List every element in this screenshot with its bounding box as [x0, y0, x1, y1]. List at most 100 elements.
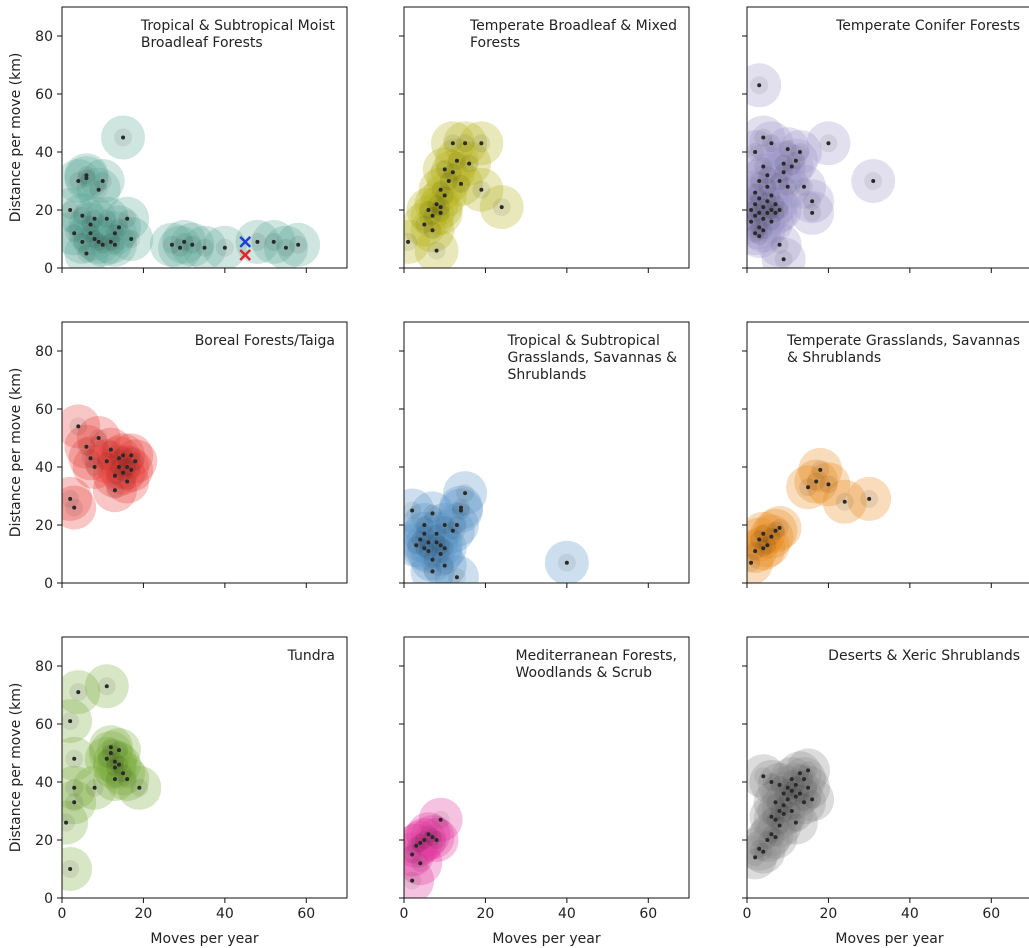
axes-frame	[61, 6, 348, 269]
data-point	[765, 543, 770, 548]
data-point	[810, 199, 815, 204]
data-point	[459, 181, 463, 186]
data-point	[769, 814, 774, 819]
data-point	[769, 832, 774, 837]
y-axis-label: Distance per move (km)	[8, 53, 24, 223]
data-point	[806, 768, 811, 773]
data-point	[108, 751, 113, 755]
data-point	[802, 777, 806, 782]
data-point	[773, 528, 778, 533]
plot-area	[62, 404, 158, 530]
y-tick-label: 40	[35, 460, 53, 476]
data-point	[757, 179, 762, 183]
density-halo	[747, 63, 782, 108]
data-point	[117, 762, 121, 767]
data-point	[426, 832, 431, 837]
panel-title: Boreal Forests/Taiga	[194, 333, 335, 349]
data-point	[753, 213, 758, 218]
density-halo	[404, 219, 431, 264]
data-point	[104, 216, 109, 221]
data-point	[104, 756, 109, 761]
data-point	[757, 234, 762, 239]
data-point	[781, 257, 786, 262]
data-point	[499, 205, 504, 210]
data-point	[117, 225, 121, 230]
data-point	[761, 546, 766, 551]
data-point	[222, 245, 227, 250]
data-point	[430, 835, 435, 840]
data-point	[72, 785, 77, 790]
data-point	[438, 187, 443, 192]
axes-frame	[746, 636, 1029, 899]
data-point	[797, 771, 802, 776]
data-point	[781, 811, 786, 816]
data-point	[72, 800, 77, 805]
data-point	[765, 838, 770, 842]
data-point	[757, 210, 762, 215]
data-point	[761, 205, 766, 210]
data-point	[426, 549, 431, 554]
data-point	[749, 219, 754, 224]
density-halo	[404, 523, 439, 568]
data-point	[121, 470, 126, 475]
density-halo	[62, 736, 97, 781]
density-halo	[747, 196, 786, 241]
data-point	[104, 684, 109, 689]
y-axis-label: Distance per move (km)	[8, 368, 24, 538]
data-point	[761, 849, 766, 854]
data-point	[789, 777, 794, 782]
density-halo	[747, 188, 774, 232]
density-core	[404, 232, 418, 251]
x-marker	[239, 236, 252, 248]
data-point	[871, 179, 876, 183]
data-point	[450, 170, 455, 175]
data-point	[68, 208, 73, 212]
data-point	[283, 245, 288, 250]
data-point	[80, 213, 85, 218]
data-point	[442, 193, 447, 198]
data-point	[72, 231, 77, 236]
data-point	[785, 147, 790, 152]
y-tick-label: 0	[44, 261, 53, 277]
data-point	[434, 248, 439, 253]
data-point	[781, 170, 786, 175]
data-point	[112, 777, 117, 782]
data-point	[108, 447, 113, 452]
density-halo	[747, 115, 786, 160]
panel-title: Temperate Grasslands, Savannas & Shrubla…	[787, 333, 1020, 366]
data-point	[814, 479, 819, 484]
data-point	[785, 797, 790, 802]
data-point	[108, 239, 113, 244]
data-point	[133, 459, 138, 464]
data-point	[442, 546, 447, 551]
density-halo	[747, 144, 786, 189]
data-point	[761, 216, 766, 221]
data-point	[479, 187, 484, 192]
density-core	[747, 201, 761, 219]
axes-frame	[746, 321, 1029, 584]
y-tick-label: 60	[35, 717, 53, 733]
density-halo	[422, 543, 467, 583]
data-point	[450, 141, 455, 146]
axes-frame	[61, 321, 348, 584]
data-point	[422, 523, 427, 527]
x-tick-label: 40	[558, 906, 576, 922]
x-tick-label: 0	[743, 906, 752, 922]
y-tick-label: 80	[35, 344, 53, 360]
data-point	[769, 141, 774, 146]
data-point	[753, 231, 758, 236]
data-point	[84, 176, 89, 181]
data-point	[463, 141, 468, 146]
axes-frame	[403, 636, 690, 899]
data-point	[765, 173, 770, 178]
density-halo	[62, 765, 97, 810]
data-point	[769, 534, 774, 539]
density-halo	[410, 549, 455, 583]
y-tick-label: 80	[35, 29, 53, 45]
density-halo	[747, 835, 778, 880]
data-point	[757, 225, 762, 230]
data-point	[84, 251, 89, 256]
data-point	[438, 205, 443, 210]
density-halo	[434, 555, 479, 583]
